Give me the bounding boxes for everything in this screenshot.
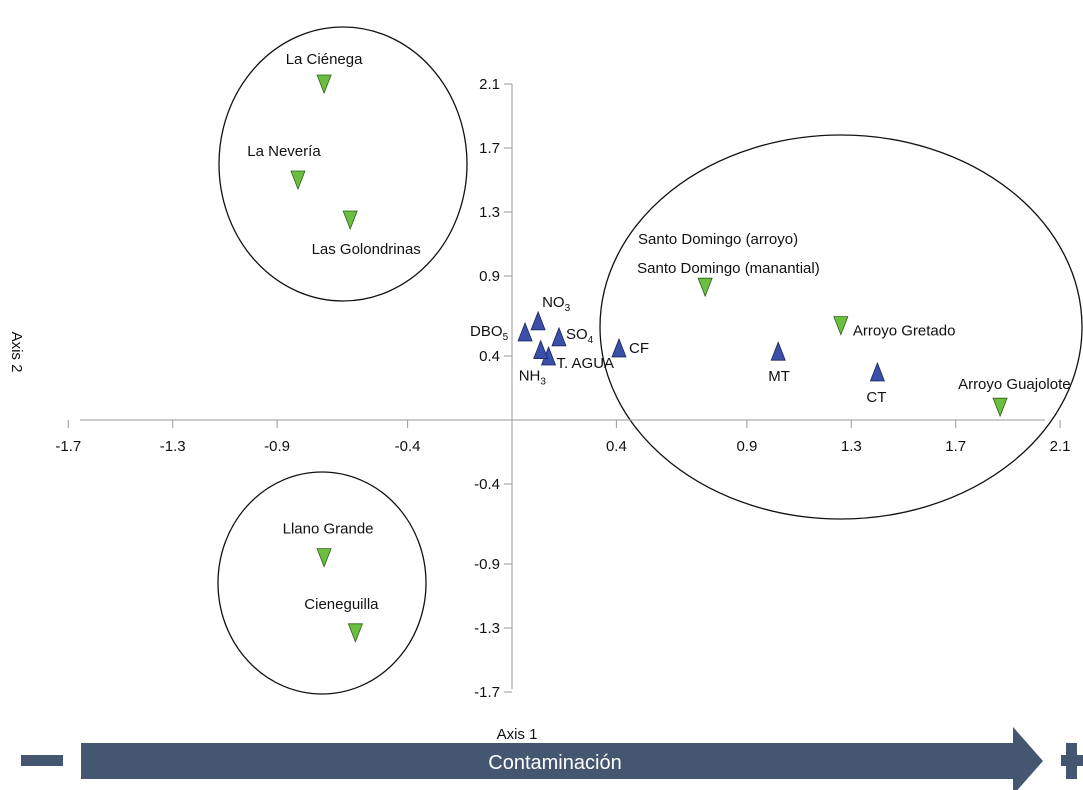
y-tick-label: -0.9: [474, 556, 500, 573]
variable-marker: [551, 326, 567, 347]
group-ellipse-3: [599, 134, 1083, 520]
variable-marker: [869, 361, 885, 382]
x-tick-label: -0.4: [395, 438, 421, 455]
x-tick-label: -1.7: [55, 438, 81, 455]
variable-marker: [517, 321, 533, 342]
chart-labels: La Ciénega La Nevería Las Golondrinas Llano…: [247, 51, 1070, 613]
x-tick-label: 2.1: [1050, 438, 1071, 455]
site-marker: [342, 210, 358, 231]
minus-sign: [21, 755, 63, 766]
site-label: Cieneguilla: [304, 596, 379, 613]
y-axis-title: Axis 2: [8, 332, 25, 373]
site-marker: [290, 170, 306, 191]
x-tick-label: 1.3: [841, 438, 862, 455]
variable-label: CF: [629, 340, 649, 357]
y-tick-label: 1.7: [479, 140, 500, 157]
variable-label: NO3: [542, 294, 571, 314]
variable-label: CT: [866, 389, 886, 406]
site-marker: [992, 397, 1008, 418]
x-tick-label: -0.9: [264, 438, 290, 455]
site-marker: [316, 548, 332, 568]
variable-marker: [533, 339, 549, 360]
variable-marker: [770, 341, 786, 361]
site-marker: [697, 277, 713, 298]
x-tick-label: 1.7: [945, 438, 966, 455]
y-tick-label: -1.7: [474, 684, 500, 701]
site-label: Santo Domingo (arroyo): [638, 231, 798, 248]
contamination-arrow: [81, 727, 1043, 790]
variable-marker: [530, 310, 546, 331]
y-tick-label: -1.3: [474, 620, 500, 637]
site-label: Arroyo Guajolote: [958, 376, 1071, 393]
y-tick-label: 1.3: [479, 204, 500, 221]
x-tick-label: 0.4: [606, 438, 627, 455]
site-marker: [316, 74, 332, 95]
variable-marker: [611, 337, 627, 358]
variable-label: SO4: [566, 326, 594, 346]
y-tick-label: -0.4: [474, 476, 500, 493]
y-tick-label: 2.1: [479, 76, 500, 93]
x-tick-label: -1.3: [160, 438, 186, 455]
contamination-arrow-label: Contaminación: [488, 752, 621, 774]
variable-label: MT: [768, 368, 790, 385]
plus-sign: [1061, 743, 1083, 779]
site-marker: [833, 316, 849, 336]
site-label: Las Golondrinas: [312, 241, 421, 258]
variable-label: NH3: [519, 368, 547, 388]
site-marker: [347, 623, 363, 643]
site-label: Llano Grande: [283, 521, 374, 538]
x-tick-label: 0.9: [736, 438, 757, 455]
site-label: La Ciénega: [286, 51, 363, 68]
chart-marks: [290, 74, 1008, 643]
variable-label: T. AGUA: [557, 355, 615, 372]
group-ellipse-2: [217, 471, 427, 695]
y-tick-label: 0.4: [479, 348, 500, 365]
variable-label: DBO5: [470, 323, 509, 343]
site-label: La Nevería: [247, 143, 321, 160]
group-ellipse-1: [218, 26, 468, 302]
x-axis-title: Axis 1: [497, 726, 538, 743]
site-label: Arroyo Gretado: [853, 323, 956, 340]
site-label: Santo Domingo (manantial): [637, 260, 820, 277]
axes: -1.7 -1.3 -0.9 -0.4 0.4 0.9 1.3 1.7 2.1 2.1 1.7 1.3…: [55, 76, 1070, 701]
y-tick-label: 0.9: [479, 268, 500, 285]
